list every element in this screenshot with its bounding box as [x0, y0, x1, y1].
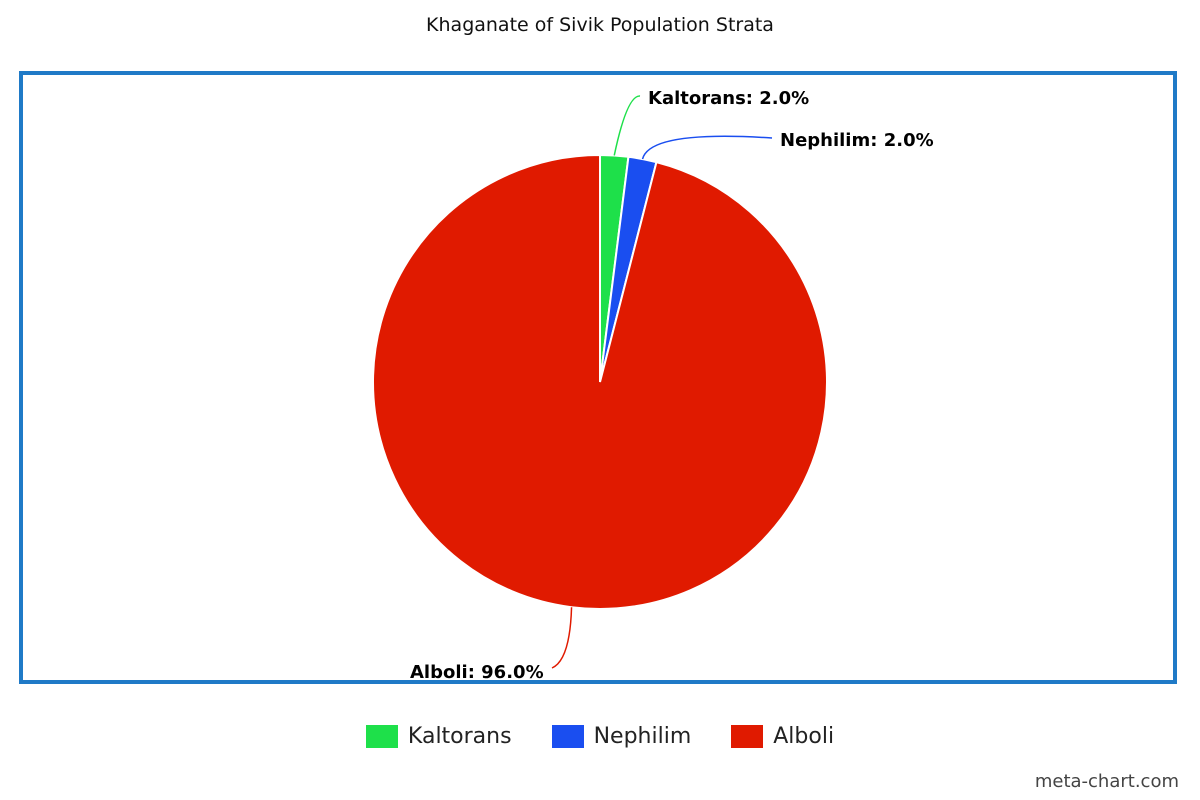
- leader-line-alboli: [551, 607, 573, 669]
- data-label-alboli: Alboli: 96.0%: [410, 662, 544, 683]
- legend-item-nephilim[interactable]: Nephilim: [551, 724, 692, 749]
- legend-item-kaltorans[interactable]: Kaltorans: [365, 724, 512, 749]
- leader-line-nephilim: [641, 135, 773, 160]
- legend-swatch-kaltorans: [365, 725, 398, 748]
- chart-title: Khaganate of Sivik Population Strata: [426, 14, 774, 36]
- data-label-kaltorans: Kaltorans: 2.0%: [648, 88, 809, 109]
- legend-swatch-nephilim: [551, 725, 584, 748]
- legend: Kaltorans Nephilim Alboli: [0, 724, 1200, 749]
- legend-label-kaltorans: Kaltorans: [407, 724, 512, 749]
- watermark: meta-chart.com: [1034, 771, 1179, 792]
- legend-label-nephilim: Nephilim: [593, 724, 692, 749]
- data-label-nephilim: Nephilim: 2.0%: [780, 130, 934, 151]
- legend-label-alboli: Alboli: [773, 724, 835, 749]
- pie-slice-alboli[interactable]: [372, 153, 828, 610]
- legend-swatch-alboli: [731, 725, 764, 748]
- legend-item-alboli[interactable]: Alboli: [731, 724, 834, 749]
- leader-line-kaltorans: [613, 95, 641, 156]
- plot-frame: [19, 71, 1177, 684]
